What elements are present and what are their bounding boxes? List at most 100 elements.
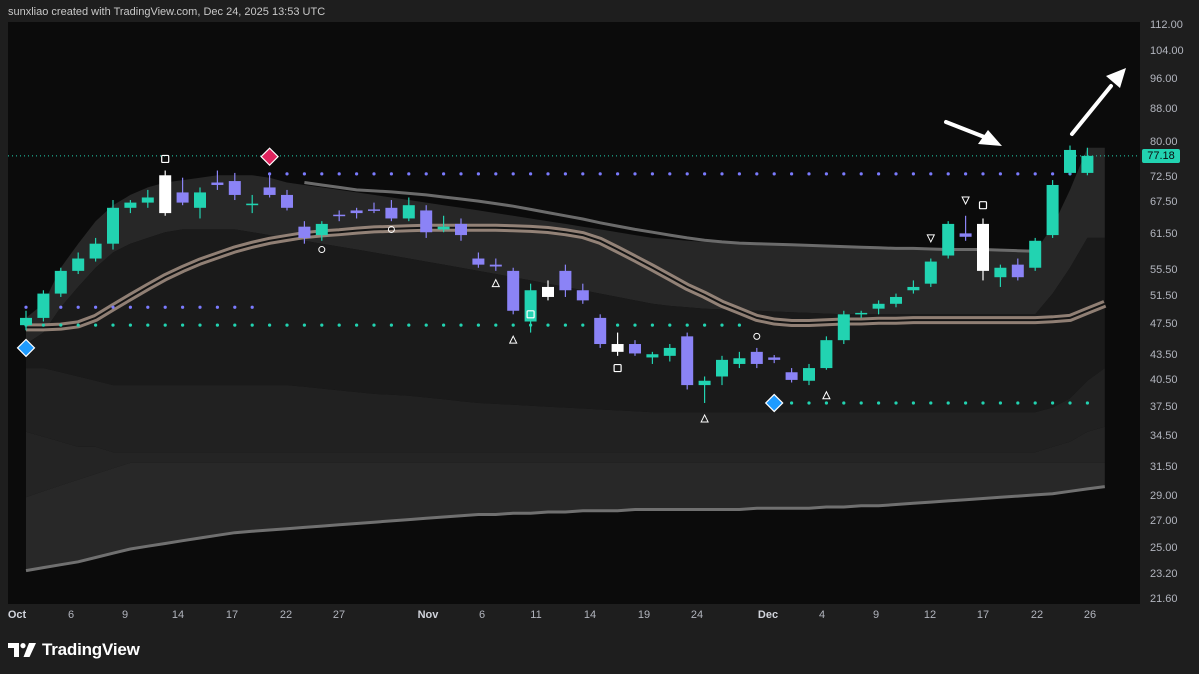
candle-body (263, 187, 276, 195)
y-tick-label: 88.00 (1150, 103, 1178, 116)
teal-dot-0 (76, 323, 80, 327)
x-tick-label: 22 (1030, 609, 1044, 621)
candle-body (681, 336, 694, 386)
candle-body (54, 270, 67, 294)
teal-dot-1 (894, 401, 898, 405)
blue-dot-1 (616, 172, 620, 176)
blue-dot-1 (737, 172, 742, 176)
candle-body (768, 357, 781, 360)
y-tick-label: 31.50 (1150, 461, 1178, 474)
blue-dot-1 (389, 172, 393, 176)
teal-dot-0 (111, 323, 115, 327)
arrow-pointing-up-right (1070, 84, 1113, 136)
teal-dot-1 (859, 401, 863, 405)
candle-body (385, 207, 398, 219)
teal-dot-0 (268, 323, 272, 327)
square-marker (526, 310, 535, 319)
candle-body (1011, 264, 1024, 278)
candle-body (611, 344, 624, 352)
sell-signal-diamond (260, 147, 279, 167)
middle-band-fill (26, 229, 1105, 413)
buy-signal-diamond (764, 393, 784, 413)
blue-dot-1 (946, 172, 950, 176)
candle-body (994, 267, 1007, 278)
candle-body (1046, 184, 1059, 236)
teal-dot-0 (737, 323, 742, 327)
candle-body (176, 192, 189, 203)
teal-dot-1 (1068, 401, 1072, 405)
bottom-band-fill (26, 462, 1105, 571)
arrow-head-icon (978, 130, 1002, 146)
triangle-down-marker (961, 196, 970, 206)
teal-dot-1 (824, 401, 829, 405)
candle-body (1029, 240, 1042, 268)
candle-body (20, 317, 32, 326)
candle-body (750, 351, 763, 364)
blue-dot-1 (442, 172, 446, 176)
brand[interactable]: TradingView (8, 640, 140, 660)
teal-dot-0 (720, 323, 724, 327)
y-tick-label: 23.20 (1150, 568, 1178, 581)
candle-body (698, 380, 711, 386)
circle-marker (387, 225, 395, 233)
x-tick-label: 24 (690, 609, 704, 621)
x-tick-label: 12 (923, 609, 937, 621)
teal-dot-1 (998, 401, 1003, 405)
candle-body (907, 286, 920, 291)
teal-dot-0 (633, 323, 637, 327)
blue-dot-1 (337, 172, 341, 176)
teal-dot-0 (285, 323, 289, 327)
chart-plot-area[interactable] (8, 22, 1140, 604)
y-tick-label: 40.50 (1150, 373, 1178, 386)
teal-dot-0 (250, 323, 254, 327)
teal-dot-0 (41, 323, 46, 327)
teal-dot-0 (703, 323, 707, 327)
candlestick-chart[interactable] (8, 22, 1140, 604)
blue-dot-0 (215, 305, 219, 309)
x-tick-label: Nov (417, 609, 439, 621)
x-tick-label: 19 (637, 609, 651, 621)
blue-dot-1 (755, 172, 759, 176)
candle-body (315, 223, 328, 236)
x-tick-label: Dec (757, 609, 779, 621)
arrow-head-icon (1106, 68, 1126, 88)
blue-dot-0 (198, 305, 202, 309)
bottom-bar (0, 626, 1199, 674)
blue-dot-1 (668, 172, 672, 176)
y-tick-label: 25.00 (1150, 542, 1178, 554)
teal-dot-1 (981, 401, 985, 405)
teal-dot-0 (59, 323, 63, 327)
blue-dot-0 (94, 305, 98, 309)
x-tick-label: 26 (1083, 609, 1097, 621)
teal-dot-1 (1085, 401, 1089, 405)
triangle-up-marker (491, 278, 501, 288)
blue-dot-1 (633, 172, 637, 176)
blue-dot-0 (233, 305, 237, 309)
blue-dot-1 (685, 172, 689, 176)
candle-body (228, 181, 241, 195)
teal-dot-0 (563, 323, 568, 327)
candle-body (733, 358, 746, 364)
triangle-down-marker (926, 234, 936, 244)
candle-body (72, 258, 85, 271)
x-tick-label: 11 (530, 609, 542, 621)
candle-body (959, 233, 972, 237)
candle-body (820, 340, 833, 369)
blue-dot-1 (650, 172, 655, 176)
candle-body (368, 209, 380, 211)
y-tick-label: 104.00 (1150, 44, 1184, 57)
teal-dot-0 (459, 323, 463, 327)
candle-body (124, 202, 137, 208)
center-line-inner (26, 226, 1106, 329)
teal-dot-0 (650, 323, 655, 327)
y-tick-label: 47.50 (1150, 318, 1178, 331)
blue-dot-1 (894, 172, 898, 176)
candle-body (837, 314, 850, 341)
blue-dot-1 (598, 172, 602, 176)
candle-body (629, 344, 641, 354)
teal-dot-1 (964, 401, 968, 405)
blue-dot-0 (111, 305, 115, 309)
teal-dot-1 (911, 401, 916, 405)
teal-dot-1 (807, 401, 811, 405)
x-tick-label: 6 (67, 609, 75, 621)
